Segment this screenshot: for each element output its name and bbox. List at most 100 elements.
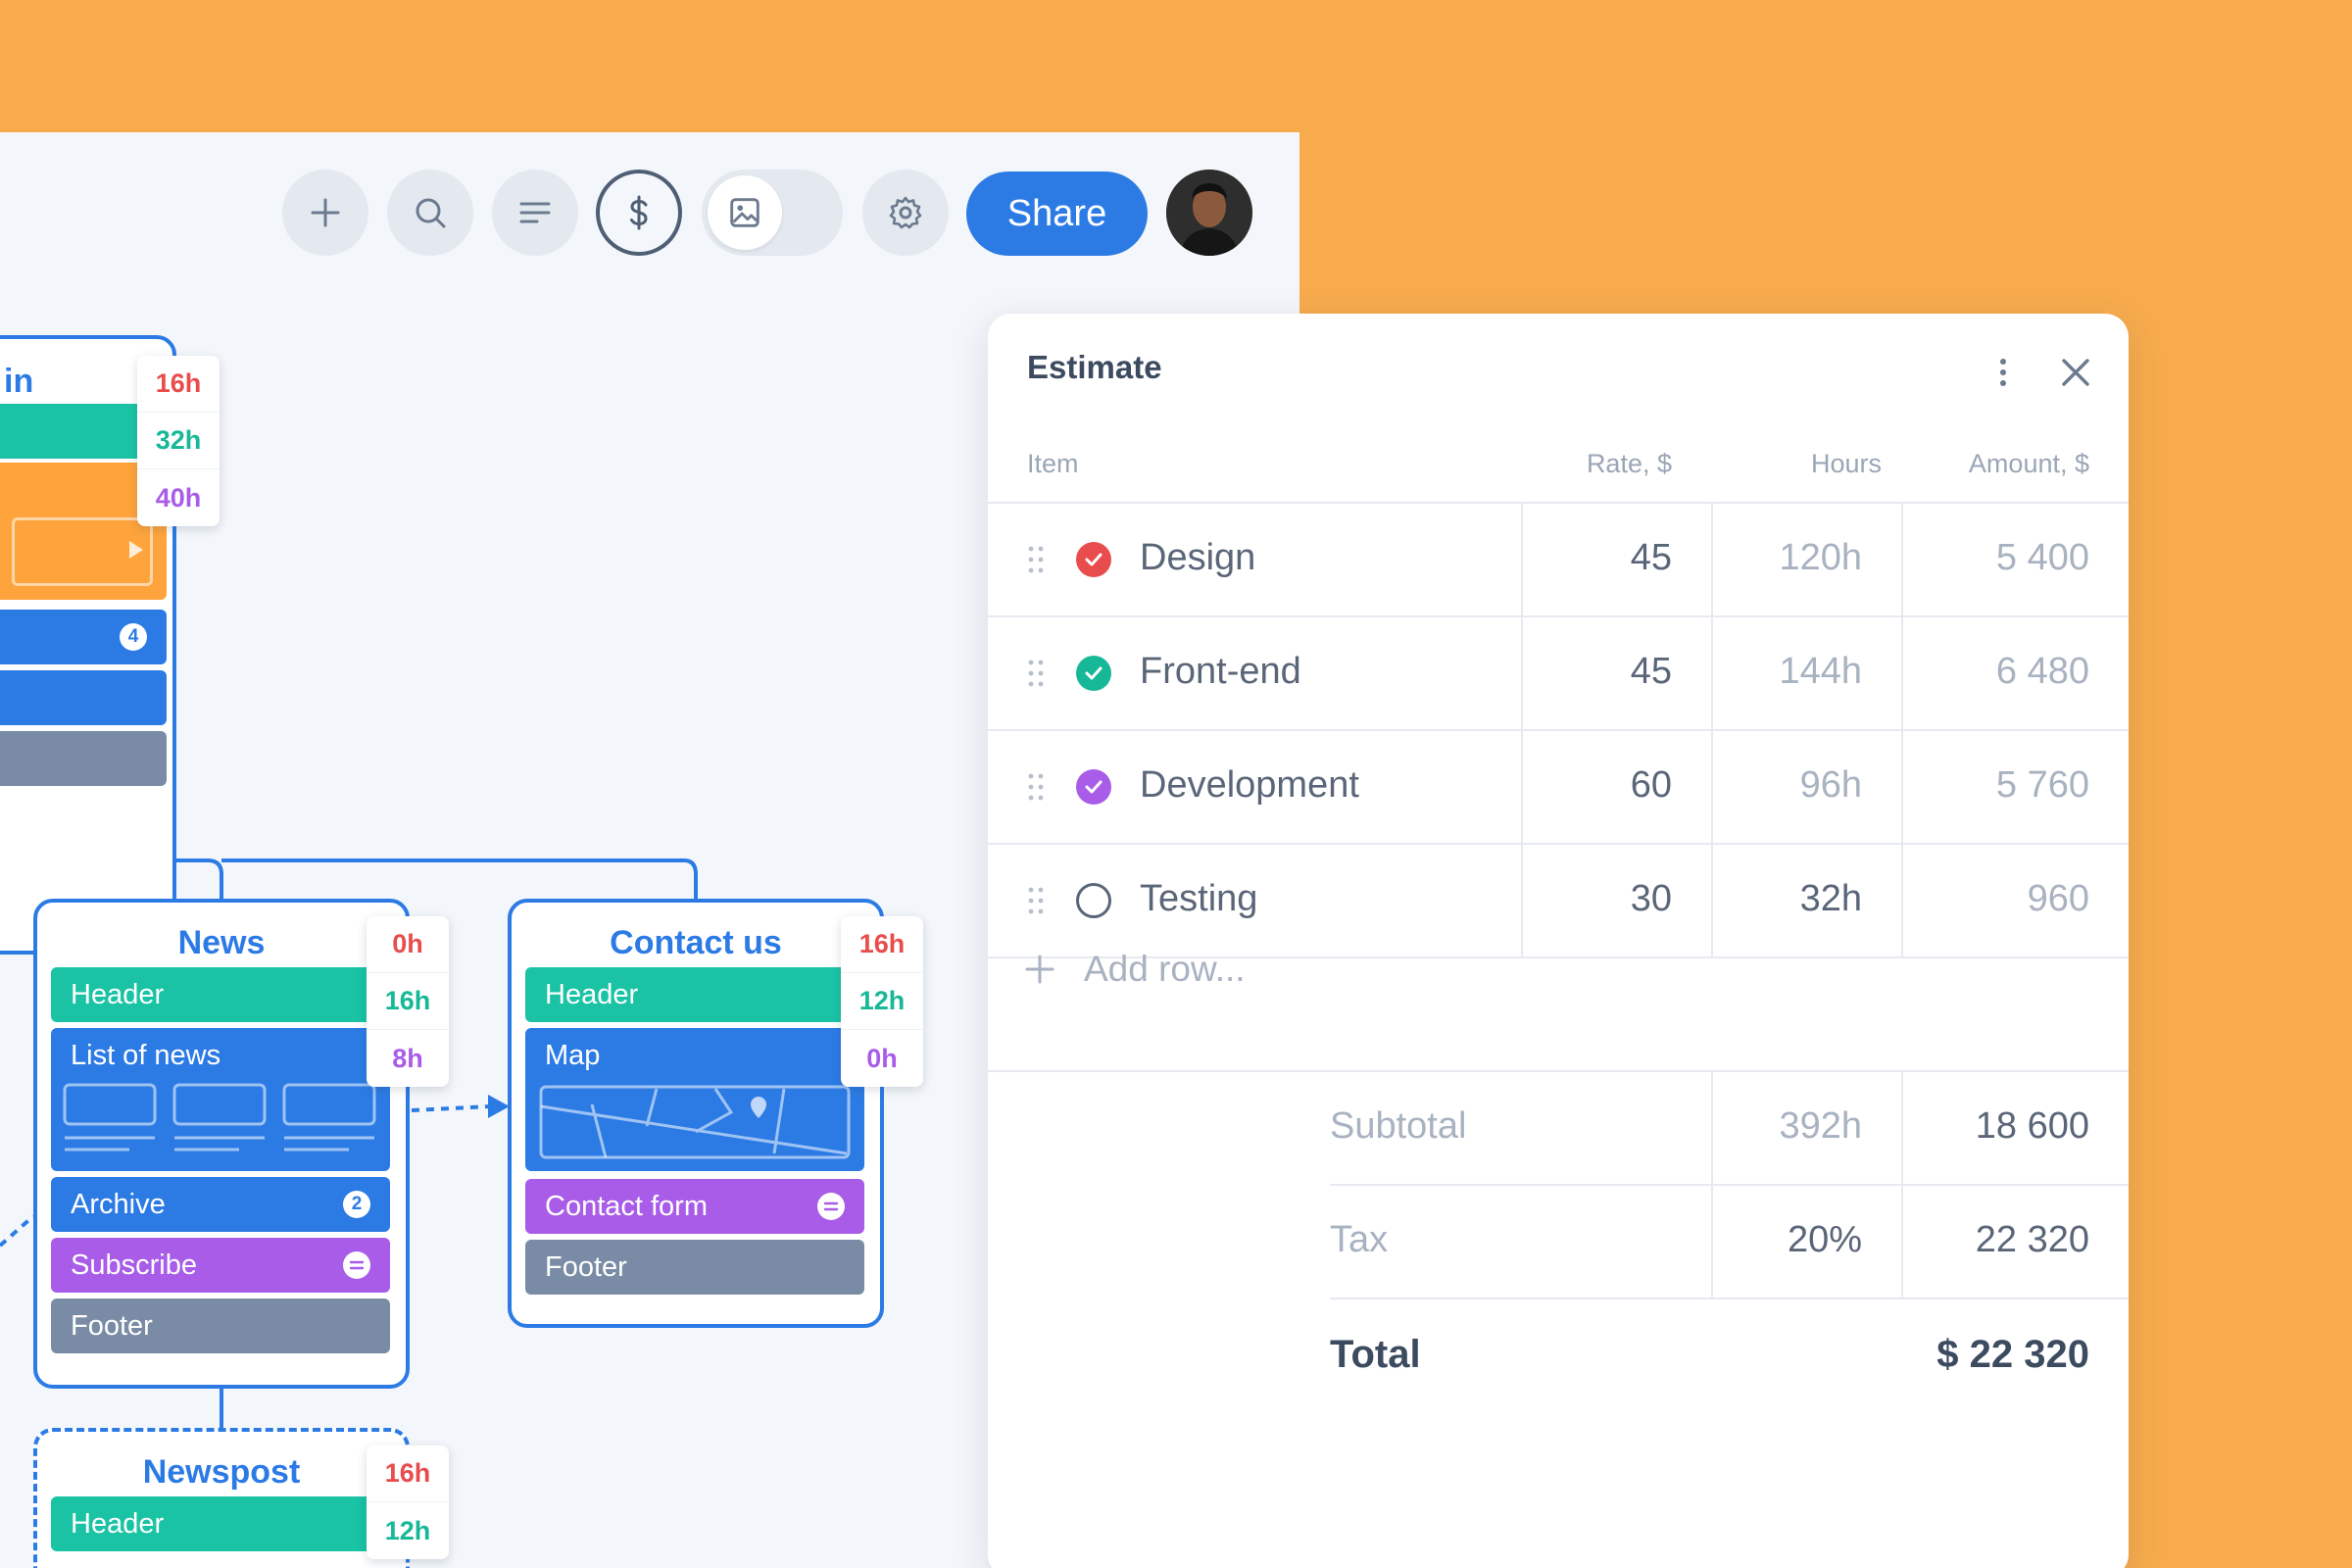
- hours-design: 16h: [841, 916, 923, 973]
- status-check-icon[interactable]: [1076, 656, 1111, 691]
- hours-badge-main: 16h 32h 40h: [137, 356, 220, 526]
- column-header-hours: Hours: [1810, 449, 1882, 478]
- add-row-button[interactable]: Add row...: [1023, 949, 1246, 990]
- block-archive[interactable]: Archive 2: [51, 1177, 390, 1232]
- block-label: Subscribe: [71, 1249, 197, 1281]
- block-label: Archive: [71, 1188, 166, 1220]
- divider: [1901, 1071, 1903, 1298]
- drag-handle-icon[interactable]: [1027, 659, 1045, 688]
- card-title: Contact us: [610, 924, 782, 961]
- item-name: Front-end: [1140, 651, 1301, 692]
- user-photo-icon: [1166, 170, 1252, 256]
- hours-frontend: 16h: [367, 973, 449, 1030]
- divider: [1711, 503, 1713, 956]
- block-footer[interactable]: Footer: [51, 1298, 390, 1353]
- total-value: $ 22 320: [1936, 1333, 2089, 1376]
- hours-development: 40h: [155, 482, 202, 513]
- plus-icon: [311, 198, 340, 227]
- hours-value: 96h: [1799, 764, 1862, 806]
- block-header[interactable]: Header: [51, 967, 390, 1022]
- status-unchecked-icon[interactable]: [1076, 883, 1111, 918]
- card-title: Newspost: [142, 1453, 301, 1491]
- divider: [1901, 503, 1903, 956]
- block-footer[interactable]: [0, 731, 167, 786]
- play-icon: [129, 541, 143, 559]
- divider: [1711, 1071, 1713, 1298]
- divider: [1521, 503, 1523, 956]
- drag-handle-icon[interactable]: [1027, 545, 1045, 574]
- divider: [988, 843, 2129, 845]
- divider: [988, 502, 2129, 504]
- amount-value: 960: [2027, 878, 2089, 919]
- status-check-icon[interactable]: [1076, 542, 1111, 577]
- block-list[interactable]: 4: [0, 610, 167, 664]
- tax-amount: 22 320: [1975, 1219, 2089, 1260]
- close-icon: [2062, 359, 2089, 386]
- list-icon: [519, 202, 551, 223]
- gear-icon: [889, 196, 922, 229]
- divider: [988, 1070, 2129, 1072]
- amount-value: 5 400: [1995, 537, 2089, 578]
- amount-value: 6 480: [1995, 651, 2089, 692]
- drag-handle-icon[interactable]: [1027, 886, 1045, 915]
- dollar-icon: [630, 195, 648, 230]
- hours-value: 144h: [1779, 651, 1862, 692]
- hours-badge-news: 0h 16h 8h: [367, 916, 449, 1087]
- block-footer[interactable]: Footer: [525, 1240, 864, 1295]
- page-card-newspost[interactable]: Newspost Header: [33, 1428, 410, 1568]
- rate-value[interactable]: 45: [1630, 537, 1672, 578]
- column-header-amount: Amount, $: [1968, 449, 2089, 478]
- block-content[interactable]: [0, 670, 167, 725]
- drag-handle-icon[interactable]: [1027, 772, 1045, 802]
- subtotal-amount: 18 600: [1975, 1105, 2089, 1147]
- media-player-placeholder: [12, 517, 153, 586]
- subtotal-hours: 392h: [1779, 1105, 1862, 1147]
- image-icon: [730, 198, 760, 227]
- avatar[interactable]: [1166, 170, 1252, 256]
- rate-value[interactable]: 60: [1630, 764, 1672, 806]
- amount-value: 5 760: [1995, 764, 2089, 806]
- page-card-contact[interactable]: Contact us Header Map Contact form Foote…: [508, 899, 884, 1328]
- settings-button[interactable]: [862, 170, 949, 256]
- search-button[interactable]: [387, 170, 473, 256]
- block-label: List of news: [71, 1040, 221, 1071]
- hours-value: 120h: [1779, 537, 1862, 578]
- more-options-button[interactable]: [1984, 353, 2023, 392]
- form-icon: [817, 1193, 845, 1220]
- tax-rate[interactable]: 20%: [1787, 1219, 1862, 1260]
- more-vertical-icon: [2000, 359, 2006, 386]
- hours-badge-contact: 16h 12h 0h: [841, 916, 923, 1087]
- divider: [1330, 1184, 2129, 1186]
- hours-badge-newspost: 16h 12h: [367, 1446, 449, 1559]
- plus-icon: [1025, 955, 1054, 984]
- column-header-rate: Rate, $: [1586, 449, 1672, 478]
- search-icon: [416, 198, 446, 228]
- add-row-label: Add row...: [1084, 949, 1246, 989]
- add-button[interactable]: [282, 170, 368, 256]
- column-header-item: Item: [1027, 449, 1079, 478]
- list-button[interactable]: [492, 170, 578, 256]
- block-header[interactable]: Header: [51, 1496, 390, 1551]
- hours-frontend: 12h: [384, 1515, 431, 1545]
- subtotal-label: Subtotal: [1330, 1105, 1467, 1147]
- hours-design: 16h: [137, 356, 220, 413]
- image-toggle-knob: [708, 175, 782, 250]
- count-badge: 4: [120, 623, 147, 651]
- image-toggle[interactable]: [702, 170, 843, 256]
- rate-value[interactable]: 45: [1630, 651, 1672, 692]
- page-card-news[interactable]: News Header List of news Archive 2 Subsc…: [33, 899, 410, 1389]
- block-subscribe[interactable]: Subscribe: [51, 1238, 390, 1293]
- block-label: Contact form: [545, 1190, 708, 1222]
- share-button[interactable]: Share: [966, 172, 1148, 256]
- card-title: News: [177, 924, 266, 961]
- status-check-icon[interactable]: [1076, 769, 1111, 805]
- block-contact-form[interactable]: Contact form: [525, 1179, 864, 1234]
- hours-development: 8h: [392, 1043, 423, 1073]
- close-button[interactable]: [2054, 351, 2097, 394]
- block-map[interactable]: Map: [525, 1028, 864, 1171]
- estimate-dollar-button[interactable]: [596, 170, 682, 256]
- block-list-of-news[interactable]: List of news: [51, 1028, 390, 1171]
- rate-value[interactable]: 30: [1630, 878, 1672, 919]
- block-header[interactable]: Header: [525, 967, 864, 1022]
- form-icon: [343, 1251, 370, 1279]
